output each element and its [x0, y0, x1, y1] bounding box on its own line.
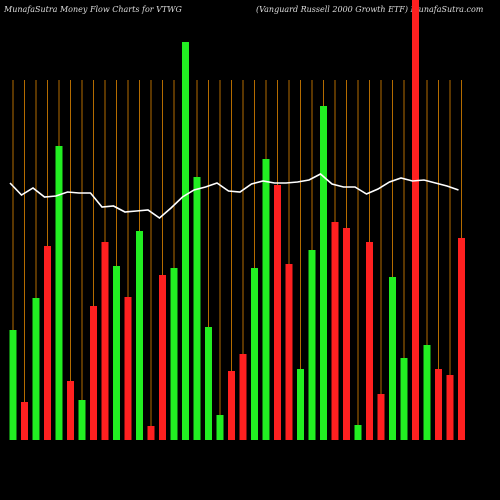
bar — [343, 228, 350, 440]
bar — [228, 371, 235, 440]
bar — [182, 42, 189, 440]
bar — [239, 354, 247, 440]
bar — [21, 402, 28, 440]
bar — [205, 327, 212, 440]
bar — [124, 297, 132, 440]
bar — [216, 415, 224, 440]
bar — [251, 268, 258, 440]
bar — [458, 238, 465, 440]
bar — [331, 222, 339, 440]
bar — [159, 275, 166, 440]
bar — [67, 381, 74, 440]
chart-subtitle: (Vanguard Russell 2000 Growth ETF) Munaf… — [256, 5, 484, 14]
bar — [44, 246, 51, 440]
chart-title: MunafaSutra Money Flow Charts for VTWG — [3, 5, 182, 14]
bar — [308, 250, 316, 440]
bar — [262, 159, 270, 440]
bar — [170, 268, 178, 440]
bar — [423, 345, 431, 440]
bar — [435, 369, 442, 440]
bar — [446, 375, 454, 440]
bar — [101, 242, 109, 440]
bar — [147, 426, 155, 440]
bar — [113, 266, 120, 440]
bar — [320, 106, 327, 440]
bar — [78, 400, 86, 440]
bar — [90, 306, 97, 440]
bar — [412, 0, 419, 440]
bar — [9, 330, 17, 440]
bar — [400, 358, 408, 440]
money-flow-line — [9, 173, 459, 220]
bar — [274, 185, 281, 440]
bar — [354, 425, 362, 440]
bar — [366, 242, 373, 440]
bar — [55, 146, 63, 440]
bar — [377, 394, 385, 440]
bar — [136, 231, 143, 440]
bar — [193, 177, 201, 440]
bar — [32, 298, 40, 440]
bar — [389, 277, 396, 440]
bar — [285, 264, 293, 440]
bar — [297, 369, 304, 440]
